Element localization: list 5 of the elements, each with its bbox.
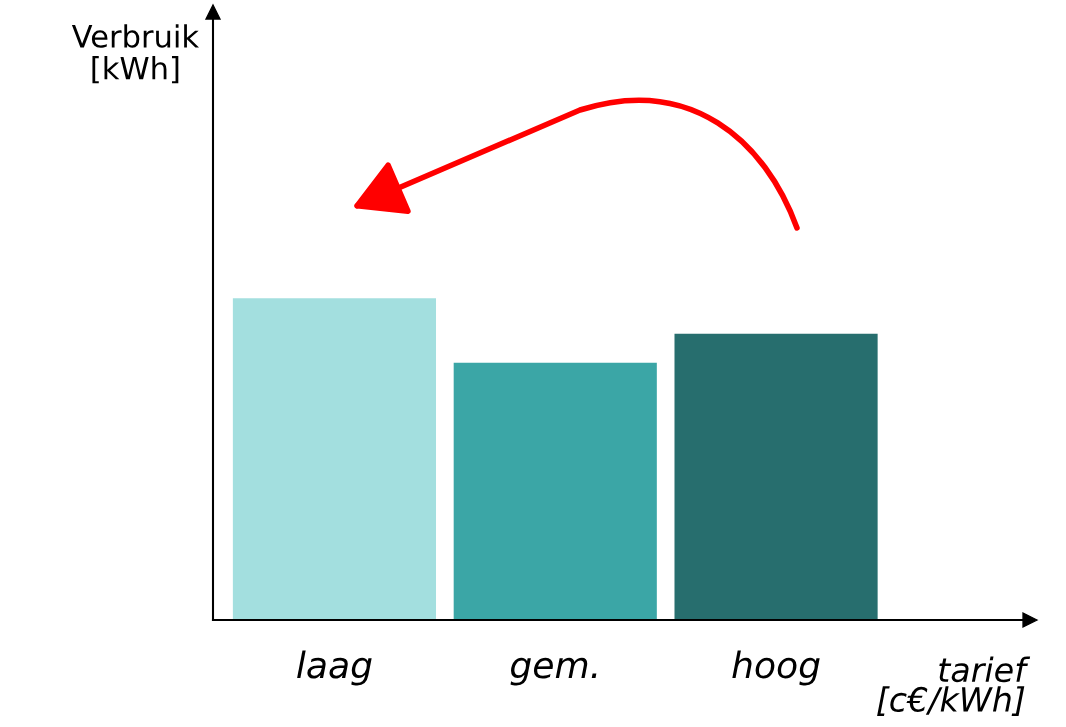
x-tick-label: gem. xyxy=(510,657,597,686)
x-tick-label: laag xyxy=(297,650,372,686)
x-tick-label: hoog xyxy=(732,650,820,686)
x-axis-title: tarief [c€/kWh] xyxy=(877,656,1031,716)
text: Verbruik [kWh] xyxy=(71,24,199,84)
